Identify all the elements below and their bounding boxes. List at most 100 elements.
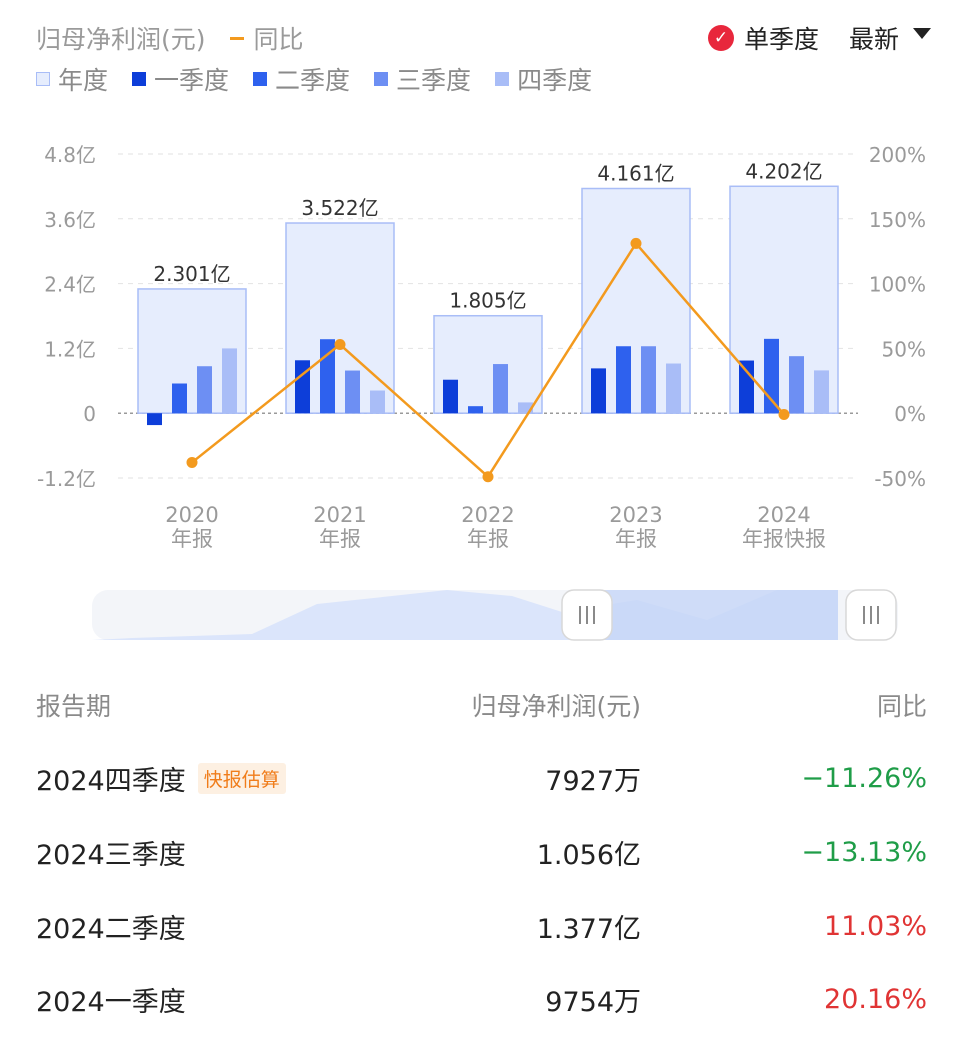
annual-data-label: 4.202亿	[745, 159, 822, 183]
yoy-point	[482, 471, 494, 483]
table-row[interactable]: 2024一季度 9754万 20.16%	[36, 979, 927, 1019]
table-row[interactable]: 2024四季度 快报估算 7927万 −11.26%	[36, 758, 927, 798]
legend-swatch	[36, 72, 50, 86]
x-tick-label: 2023	[609, 503, 662, 527]
sort-dropdown[interactable]: 最新	[848, 25, 899, 54]
annual-data-label: 3.522亿	[301, 196, 378, 220]
row-period: 2024三季度	[36, 839, 186, 871]
quarter-bar	[295, 360, 310, 414]
grip-icon	[579, 606, 595, 624]
y-left-tick-label: 1.2亿	[44, 337, 96, 361]
single-quarter-toggle[interactable]: 单季度	[743, 25, 819, 54]
legend-label: 四季度	[517, 66, 593, 95]
quarter-bar	[641, 346, 656, 414]
y-right-tick-label: -50%	[874, 467, 926, 491]
quarter-bar	[616, 346, 631, 414]
legend-item-q3[interactable]: 三季度	[374, 61, 471, 97]
dropdown-arrow-icon[interactable]	[913, 27, 931, 39]
table-header: 报告期 归母净利润(元) 同比	[36, 688, 927, 722]
quarter-bar	[493, 364, 508, 414]
yoy-point	[334, 339, 346, 351]
quarter-bar	[666, 363, 681, 414]
grip-icon	[863, 606, 879, 624]
legend-label: 一季度	[154, 66, 230, 95]
header-yoy: 同比	[876, 692, 927, 721]
profit-chart: 4.8亿 200% 3.6亿 150% 2.4亿 100% 1.2亿 50% 0 0% -1.2亿 -…	[37, 143, 926, 551]
legend-label: 年度	[58, 66, 109, 95]
legend-item-q4[interactable]: 四季度	[495, 61, 592, 97]
row-period: 2024一季度	[36, 986, 186, 1018]
annual-data-label: 2.301亿	[153, 262, 230, 286]
x-tick-label: 2022	[461, 503, 514, 527]
table-row[interactable]: 2024三季度 1.056亿 −13.13%	[36, 832, 927, 872]
quarter-bar	[345, 370, 360, 414]
quarter-bar	[443, 379, 458, 414]
x-tick-label: 年报	[319, 527, 361, 551]
yoy-point	[630, 237, 642, 249]
quarter-bar	[764, 338, 779, 414]
quarter-bar	[739, 360, 754, 414]
yoy-point	[186, 456, 198, 468]
y-left-tick-label: 3.6亿	[44, 208, 96, 232]
checkmark-icon[interactable]: ✓	[707, 25, 734, 51]
yoy-legend-dash	[229, 36, 244, 40]
row-period: 2024四季度 快报估算	[36, 758, 286, 798]
quarter-bar	[172, 383, 187, 414]
period-text: 2024四季度	[36, 765, 186, 797]
row-yoy: 11.03%	[824, 910, 927, 942]
quarter-bar	[789, 356, 804, 414]
header-period: 报告期	[36, 692, 112, 721]
table-row[interactable]: 2024二季度 1.377亿 11.03%	[36, 906, 927, 946]
y-left-tick-label: 4.8亿	[44, 143, 96, 167]
y-right-tick-label: 100%	[869, 273, 926, 297]
annual-data-label: 4.161亿	[597, 162, 674, 186]
row-yoy: −13.13%	[801, 836, 927, 868]
x-tick-label: 年报	[615, 527, 657, 551]
row-value: 7927万	[545, 765, 641, 797]
legend-label: 二季度	[275, 66, 351, 95]
legend-item-annual[interactable]: 年度	[36, 61, 108, 97]
estimate-badge: 快报估算	[197, 762, 286, 794]
x-tick-label: 年报	[467, 527, 509, 551]
y-right-tick-label: 150%	[869, 208, 926, 232]
y-left-tick-label: 0	[83, 402, 96, 426]
quarter-bar	[370, 390, 385, 414]
quarter-bar	[814, 370, 829, 414]
legend-label: 三季度	[396, 66, 472, 95]
y-left-tick-label: 2.4亿	[44, 273, 96, 297]
row-value: 1.056亿	[536, 839, 641, 871]
legend-item-q1[interactable]: 一季度	[132, 61, 229, 97]
legend-swatch	[495, 72, 510, 86]
yoy-point	[778, 408, 790, 420]
quarter-bar	[222, 348, 237, 414]
x-tick-label: 年报快报	[742, 527, 826, 551]
y-right-tick-label: 0%	[894, 402, 926, 426]
x-tick-label: 年报	[171, 527, 213, 551]
row-yoy: 20.16%	[824, 983, 927, 1015]
chart-legend: 年度 一季度 二季度 三季度 四季度	[36, 62, 616, 96]
yoy-legend-label: 同比	[253, 25, 304, 54]
row-yoy: −11.26%	[801, 762, 927, 794]
quarter-bar	[147, 413, 162, 426]
chart-header: 归母净利润(元) 同比	[36, 20, 304, 56]
quarter-bar	[197, 366, 212, 414]
legend-item-q2[interactable]: 二季度	[253, 61, 350, 97]
x-tick-label: 2021	[313, 503, 366, 527]
legend-swatch	[374, 72, 389, 86]
chart-controls: ✓ 单季度 最新	[707, 20, 931, 56]
annual-data-label: 1.805亿	[449, 289, 526, 313]
slider-selected-range[interactable]	[584, 590, 838, 640]
y-right-tick-label: 50%	[882, 337, 926, 361]
header-value: 归母净利润(元)	[471, 692, 641, 721]
range-slider[interactable]	[92, 588, 898, 642]
legend-swatch	[253, 72, 268, 86]
row-value: 9754万	[545, 986, 641, 1018]
y-right-tick-label: 200%	[869, 143, 926, 167]
x-tick-label: 2020	[165, 503, 218, 527]
quarter-bar	[518, 402, 533, 414]
quarter-bar	[591, 368, 606, 414]
metric-label: 归母净利润(元)	[36, 25, 206, 54]
x-tick-label: 2024	[757, 503, 810, 527]
y-left-tick-label: -1.2亿	[37, 467, 96, 491]
row-value: 1.377亿	[536, 913, 641, 945]
